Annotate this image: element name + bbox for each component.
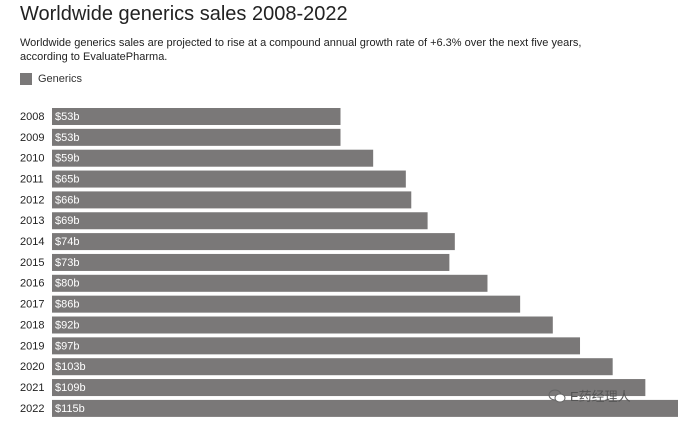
- y-tick-label: 2022: [20, 403, 44, 415]
- bar: [52, 379, 646, 397]
- value-label: $65b: [55, 173, 79, 185]
- value-label: $73b: [55, 257, 79, 269]
- value-label: $103b: [55, 361, 86, 373]
- bar: [52, 170, 406, 188]
- y-tick-label: 2014: [20, 236, 44, 248]
- value-label: $74b: [55, 236, 79, 248]
- y-tick-label: 2018: [20, 319, 44, 331]
- bar: [52, 274, 488, 292]
- chart-title: Worldwide generics sales 2008-2022: [20, 3, 348, 25]
- bar: [52, 149, 374, 167]
- y-tick-label: 2021: [20, 382, 44, 394]
- value-label: $80b: [55, 278, 79, 290]
- legend: Generics: [20, 73, 82, 85]
- bar: [52, 316, 553, 334]
- y-tick-label: 2012: [20, 194, 44, 206]
- value-label: $53b: [55, 111, 79, 123]
- value-label: $92b: [55, 319, 79, 331]
- legend-swatch: [20, 73, 32, 85]
- value-label: $69b: [55, 215, 79, 227]
- bar: [52, 295, 521, 313]
- chart-subtitle: Worldwide generics sales are projected t…: [20, 37, 582, 63]
- y-tick-label: 2020: [20, 361, 44, 373]
- y-tick-label: 2011: [20, 173, 44, 185]
- y-tick-label: 2013: [20, 215, 44, 227]
- y-tick-label: 2015: [20, 257, 44, 269]
- y-tick-label: 2010: [20, 153, 44, 165]
- y-tick-label: 2009: [20, 132, 44, 144]
- value-label: $97b: [55, 340, 79, 352]
- bar: [52, 128, 341, 146]
- value-label: $53b: [55, 132, 79, 144]
- watermark: E药经理人: [548, 386, 631, 405]
- bar: [52, 399, 678, 417]
- legend-label: Generics: [38, 73, 83, 85]
- y-tick-label: 2019: [20, 340, 44, 352]
- value-label: $66b: [55, 194, 79, 206]
- value-label: $109b: [55, 382, 86, 394]
- bar: [52, 233, 455, 251]
- value-label: $59b: [55, 153, 79, 165]
- bar: [52, 108, 341, 125]
- bar: [52, 337, 581, 355]
- y-tick-label: 2008: [20, 111, 44, 123]
- bar: [52, 358, 613, 376]
- watermark-text: E药经理人: [570, 389, 631, 404]
- bar: [52, 212, 428, 230]
- bar: [52, 253, 450, 271]
- bar: [52, 191, 412, 209]
- y-tick-label: 2016: [20, 278, 44, 290]
- value-label: $86b: [55, 299, 79, 311]
- watermark-icon: [548, 389, 566, 402]
- value-label: $115b: [55, 403, 85, 415]
- y-tick-label: 2017: [20, 299, 44, 311]
